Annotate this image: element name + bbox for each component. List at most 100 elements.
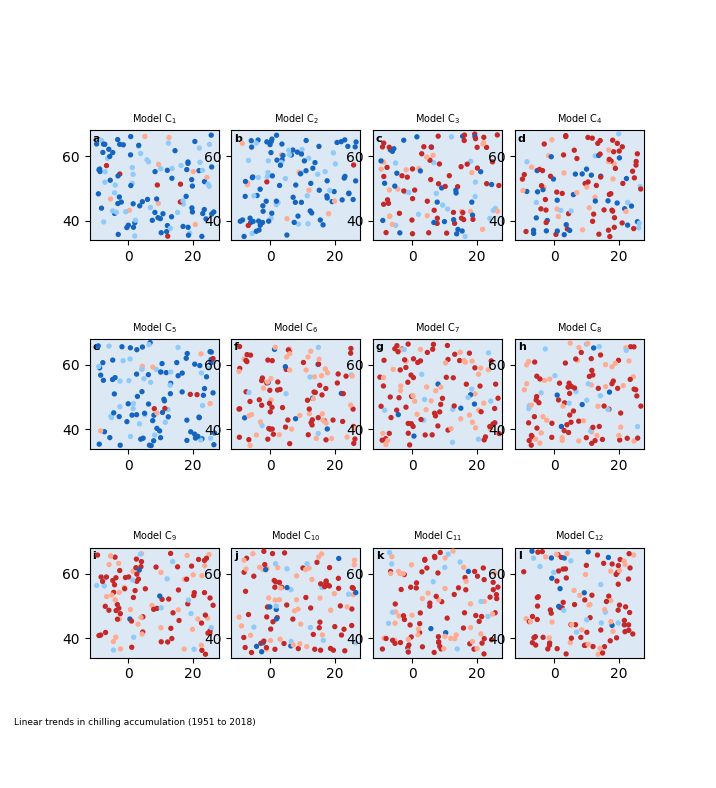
Point bbox=[131, 368, 142, 381]
Point bbox=[185, 426, 196, 438]
Point bbox=[158, 207, 169, 220]
Point bbox=[246, 135, 257, 147]
Point bbox=[315, 644, 326, 656]
Point bbox=[391, 167, 402, 180]
Point bbox=[121, 221, 132, 234]
Point bbox=[517, 184, 528, 197]
Point bbox=[181, 414, 193, 426]
Point bbox=[476, 611, 488, 623]
Point bbox=[145, 439, 157, 452]
Point bbox=[155, 635, 167, 648]
Point bbox=[138, 373, 150, 385]
Point bbox=[318, 634, 329, 647]
Point bbox=[485, 422, 496, 435]
Point bbox=[405, 619, 416, 631]
Point bbox=[303, 429, 314, 441]
Point bbox=[632, 432, 644, 444]
Point bbox=[261, 195, 272, 207]
Point bbox=[302, 351, 314, 363]
Point bbox=[612, 617, 624, 630]
Point bbox=[624, 562, 636, 574]
Point bbox=[620, 205, 632, 217]
Point bbox=[144, 439, 155, 452]
Point bbox=[268, 574, 280, 587]
Point bbox=[625, 340, 637, 353]
Point bbox=[161, 225, 173, 238]
Point bbox=[337, 194, 348, 206]
Point bbox=[424, 597, 435, 609]
Point bbox=[534, 560, 546, 573]
Point bbox=[95, 165, 106, 178]
Point bbox=[628, 222, 639, 235]
Point bbox=[432, 420, 444, 433]
Point bbox=[147, 414, 158, 427]
Point bbox=[136, 556, 147, 568]
Point bbox=[97, 374, 109, 387]
Point bbox=[254, 183, 266, 195]
Point bbox=[485, 395, 496, 407]
Point bbox=[521, 377, 533, 390]
Point bbox=[266, 169, 278, 182]
Point bbox=[156, 357, 168, 370]
Point bbox=[478, 138, 489, 151]
Point bbox=[407, 162, 418, 175]
Point bbox=[112, 598, 123, 611]
Point bbox=[382, 194, 393, 206]
Point bbox=[274, 576, 285, 589]
Point bbox=[632, 147, 643, 160]
Point bbox=[109, 578, 120, 591]
Point bbox=[203, 548, 215, 561]
Point bbox=[531, 613, 543, 626]
Point bbox=[200, 648, 211, 660]
Point bbox=[163, 132, 175, 144]
Point bbox=[450, 187, 462, 199]
Point bbox=[471, 642, 483, 655]
Point bbox=[313, 341, 324, 354]
Point bbox=[112, 169, 124, 182]
Point bbox=[241, 354, 252, 366]
Point bbox=[155, 366, 167, 378]
Point bbox=[271, 129, 282, 142]
Point bbox=[181, 549, 193, 562]
Point bbox=[135, 548, 146, 560]
Point bbox=[390, 637, 401, 649]
Point bbox=[581, 614, 592, 626]
Point bbox=[166, 632, 178, 645]
Point bbox=[582, 638, 594, 651]
Point bbox=[162, 230, 173, 243]
Point bbox=[416, 147, 427, 160]
Point bbox=[93, 630, 105, 642]
Point bbox=[399, 354, 410, 366]
Point bbox=[558, 166, 570, 179]
Point bbox=[107, 635, 119, 648]
Point bbox=[526, 161, 537, 173]
Point bbox=[112, 197, 124, 210]
Point bbox=[139, 407, 150, 419]
Point bbox=[387, 606, 398, 619]
Point bbox=[449, 633, 460, 645]
Point bbox=[257, 199, 268, 212]
Point bbox=[461, 158, 473, 170]
Point bbox=[291, 146, 303, 158]
Point bbox=[110, 593, 121, 606]
Point bbox=[205, 346, 217, 359]
Point bbox=[489, 607, 500, 619]
Point bbox=[163, 137, 174, 150]
Point bbox=[132, 618, 144, 630]
Point bbox=[280, 360, 291, 373]
Point bbox=[140, 582, 151, 595]
Point bbox=[517, 173, 528, 185]
Point bbox=[541, 225, 552, 237]
Point bbox=[159, 395, 170, 407]
Point bbox=[199, 382, 211, 395]
Point bbox=[153, 197, 164, 210]
Point bbox=[432, 212, 443, 225]
Point bbox=[238, 353, 250, 366]
Point bbox=[94, 438, 105, 451]
Point bbox=[527, 637, 538, 649]
Point bbox=[589, 150, 601, 162]
Point bbox=[312, 358, 324, 370]
Point bbox=[437, 199, 448, 211]
Point bbox=[545, 170, 556, 183]
Point bbox=[525, 615, 536, 628]
